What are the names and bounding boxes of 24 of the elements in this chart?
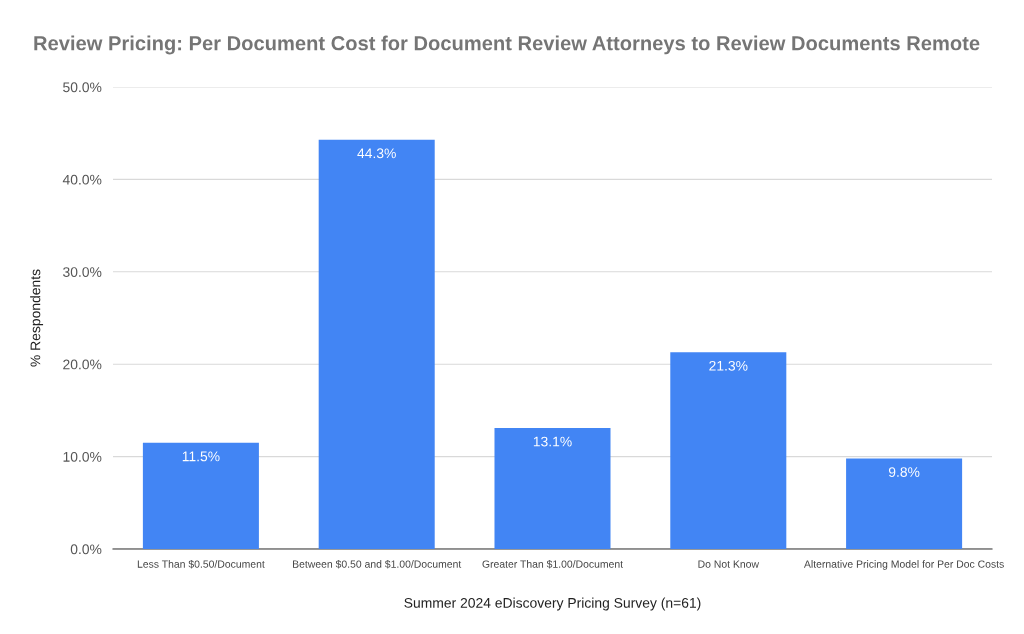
x-tick-label: Between $0.50 and $1.00/Document — [293, 559, 462, 569]
bar — [670, 352, 787, 549]
data-label: 13.1% — [533, 436, 572, 447]
y-tick-label: 0.0% — [70, 544, 102, 555]
bar — [846, 458, 963, 549]
bar — [318, 139, 435, 549]
data-label: 9.8% — [888, 467, 920, 477]
y-tick-label: 40.0% — [62, 174, 102, 185]
y-tick-label: 10.0% — [63, 451, 102, 462]
x-tick-label: Do Not Know — [698, 560, 760, 568]
x-tick-label: Alternative Pricing Model for Per Doc Costs — [803, 560, 1004, 570]
data-label: 21.3% — [709, 360, 748, 371]
bar — [142, 442, 259, 549]
y-tick-label: 30.0% — [63, 267, 102, 277]
y-tick-label: 50.0% — [63, 82, 102, 93]
chart-title: Review Pricing: Per Document Cost for Document Review Attorneys to Review Documents Remote — [34, 35, 980, 55]
x-tick-label: Greater Than $1.00/Document — [482, 559, 623, 569]
y-axis-title: % Respondents — [30, 269, 44, 367]
x-axis-title: Summer 2024 eDiscovery Pricing Survey (n=61) — [404, 597, 701, 611]
y-tick-label: 20.0% — [63, 359, 102, 370]
x-tick-label: Less Than $0.50/Document — [137, 559, 265, 569]
bar — [494, 427, 611, 549]
data-label: 11.5% — [182, 451, 220, 462]
data-label: 44.3% — [357, 148, 396, 159]
